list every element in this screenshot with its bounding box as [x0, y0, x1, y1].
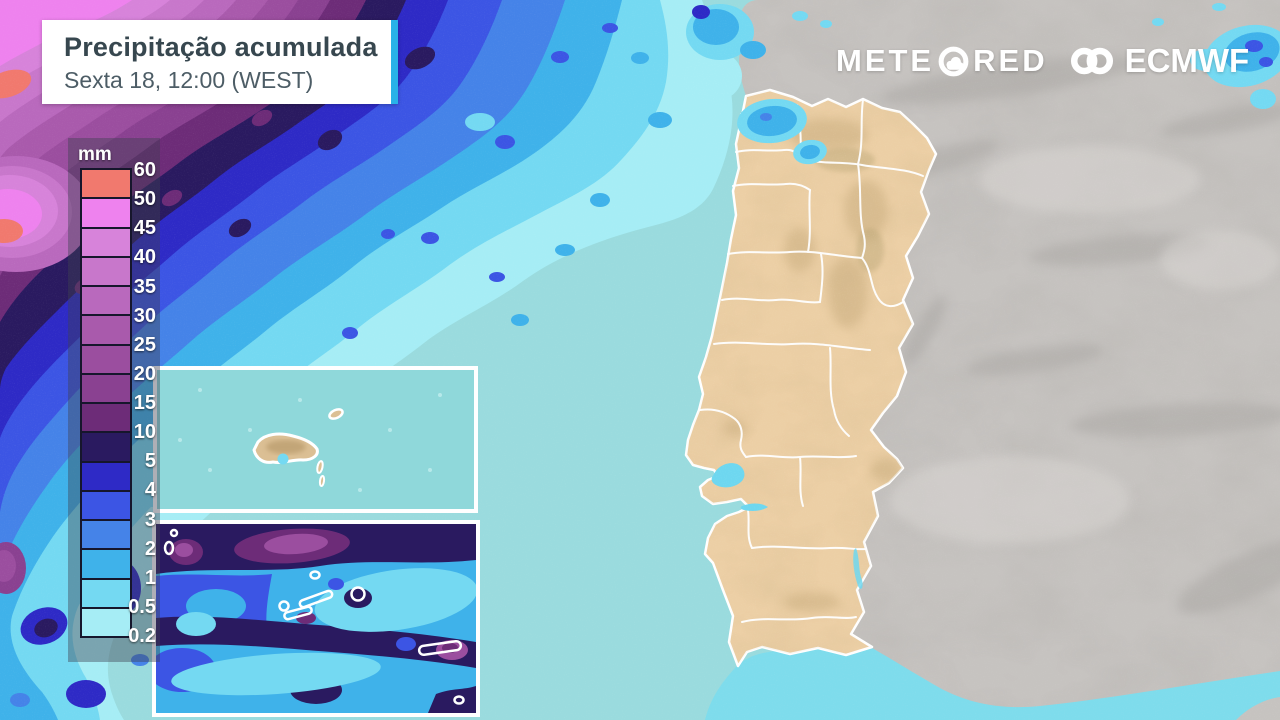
legend-swatch [82, 228, 130, 258]
legend-label: 30 [133, 304, 156, 327]
legend-swatch [82, 462, 130, 492]
legend-swatch [82, 199, 130, 229]
legend-label: 50 [133, 188, 156, 211]
legend-label: 1 [144, 566, 156, 589]
meteored-text-pre: METE [836, 43, 935, 78]
legend-label: 0.2 [128, 625, 156, 647]
map-subtitle: Sexta 18, 12:00 (WEST) [64, 67, 314, 93]
legend-label: 25 [133, 333, 156, 356]
title-box: Precipitação acumulada Sexta 18, 12:00 (… [42, 20, 398, 104]
legend-label: 45 [133, 217, 156, 240]
legend-label: 40 [133, 246, 156, 269]
meteored-logo: METE RED [836, 43, 1048, 79]
legend-swatch [82, 374, 130, 404]
legend-swatch [82, 608, 130, 636]
legend-label: 35 [133, 275, 156, 298]
title-accent-bar [391, 20, 398, 104]
legend-unit-label: mm [78, 144, 112, 165]
legend-swatch [82, 550, 130, 580]
legend-label: 60 [133, 159, 156, 181]
inset-azores-map [152, 520, 480, 717]
legend-label: 5 [144, 450, 156, 473]
legend-label: 20 [133, 362, 156, 385]
legend-swatch [82, 579, 130, 609]
legend-swatch [82, 345, 130, 375]
legend-swatch [82, 433, 130, 463]
ecmwf-logo: ECMWF [1066, 42, 1250, 80]
legend-label: 3 [144, 508, 156, 531]
branding: METE RED ECMWF [836, 42, 1249, 80]
map-title: Precipitação acumulada [64, 32, 378, 62]
legend-label: 4 [144, 479, 156, 502]
desertas-island [318, 475, 326, 487]
legend-swatch [82, 257, 130, 287]
legend-swatch [82, 491, 130, 521]
desertas-island [316, 460, 324, 474]
inset-madeira-map [153, 366, 478, 513]
legend-swatch [82, 170, 130, 200]
legend-swatch [82, 316, 130, 346]
legend-color-bar [80, 168, 132, 638]
legend-label: 2 [144, 537, 156, 560]
legend-label: 0.5 [128, 595, 156, 618]
azores-islands [163, 528, 465, 705]
legend-swatch [82, 521, 130, 551]
precipitation-legend: mm 60 50 45 40 35 30 25 20 15 10 5 4 3 2 1 0.5 0.2 [68, 138, 160, 662]
ecmwf-text: ECMWF [1124, 42, 1250, 79]
legend-label: 15 [133, 392, 156, 414]
legend-swatch [82, 287, 130, 317]
legend-label: 10 [133, 421, 156, 444]
meteored-text-post: RED [973, 43, 1048, 78]
meteored-cloud-icon [938, 46, 969, 76]
ecmwf-icon [1070, 47, 1113, 75]
legend-swatch [82, 404, 130, 434]
porto-santo-island [328, 408, 344, 420]
